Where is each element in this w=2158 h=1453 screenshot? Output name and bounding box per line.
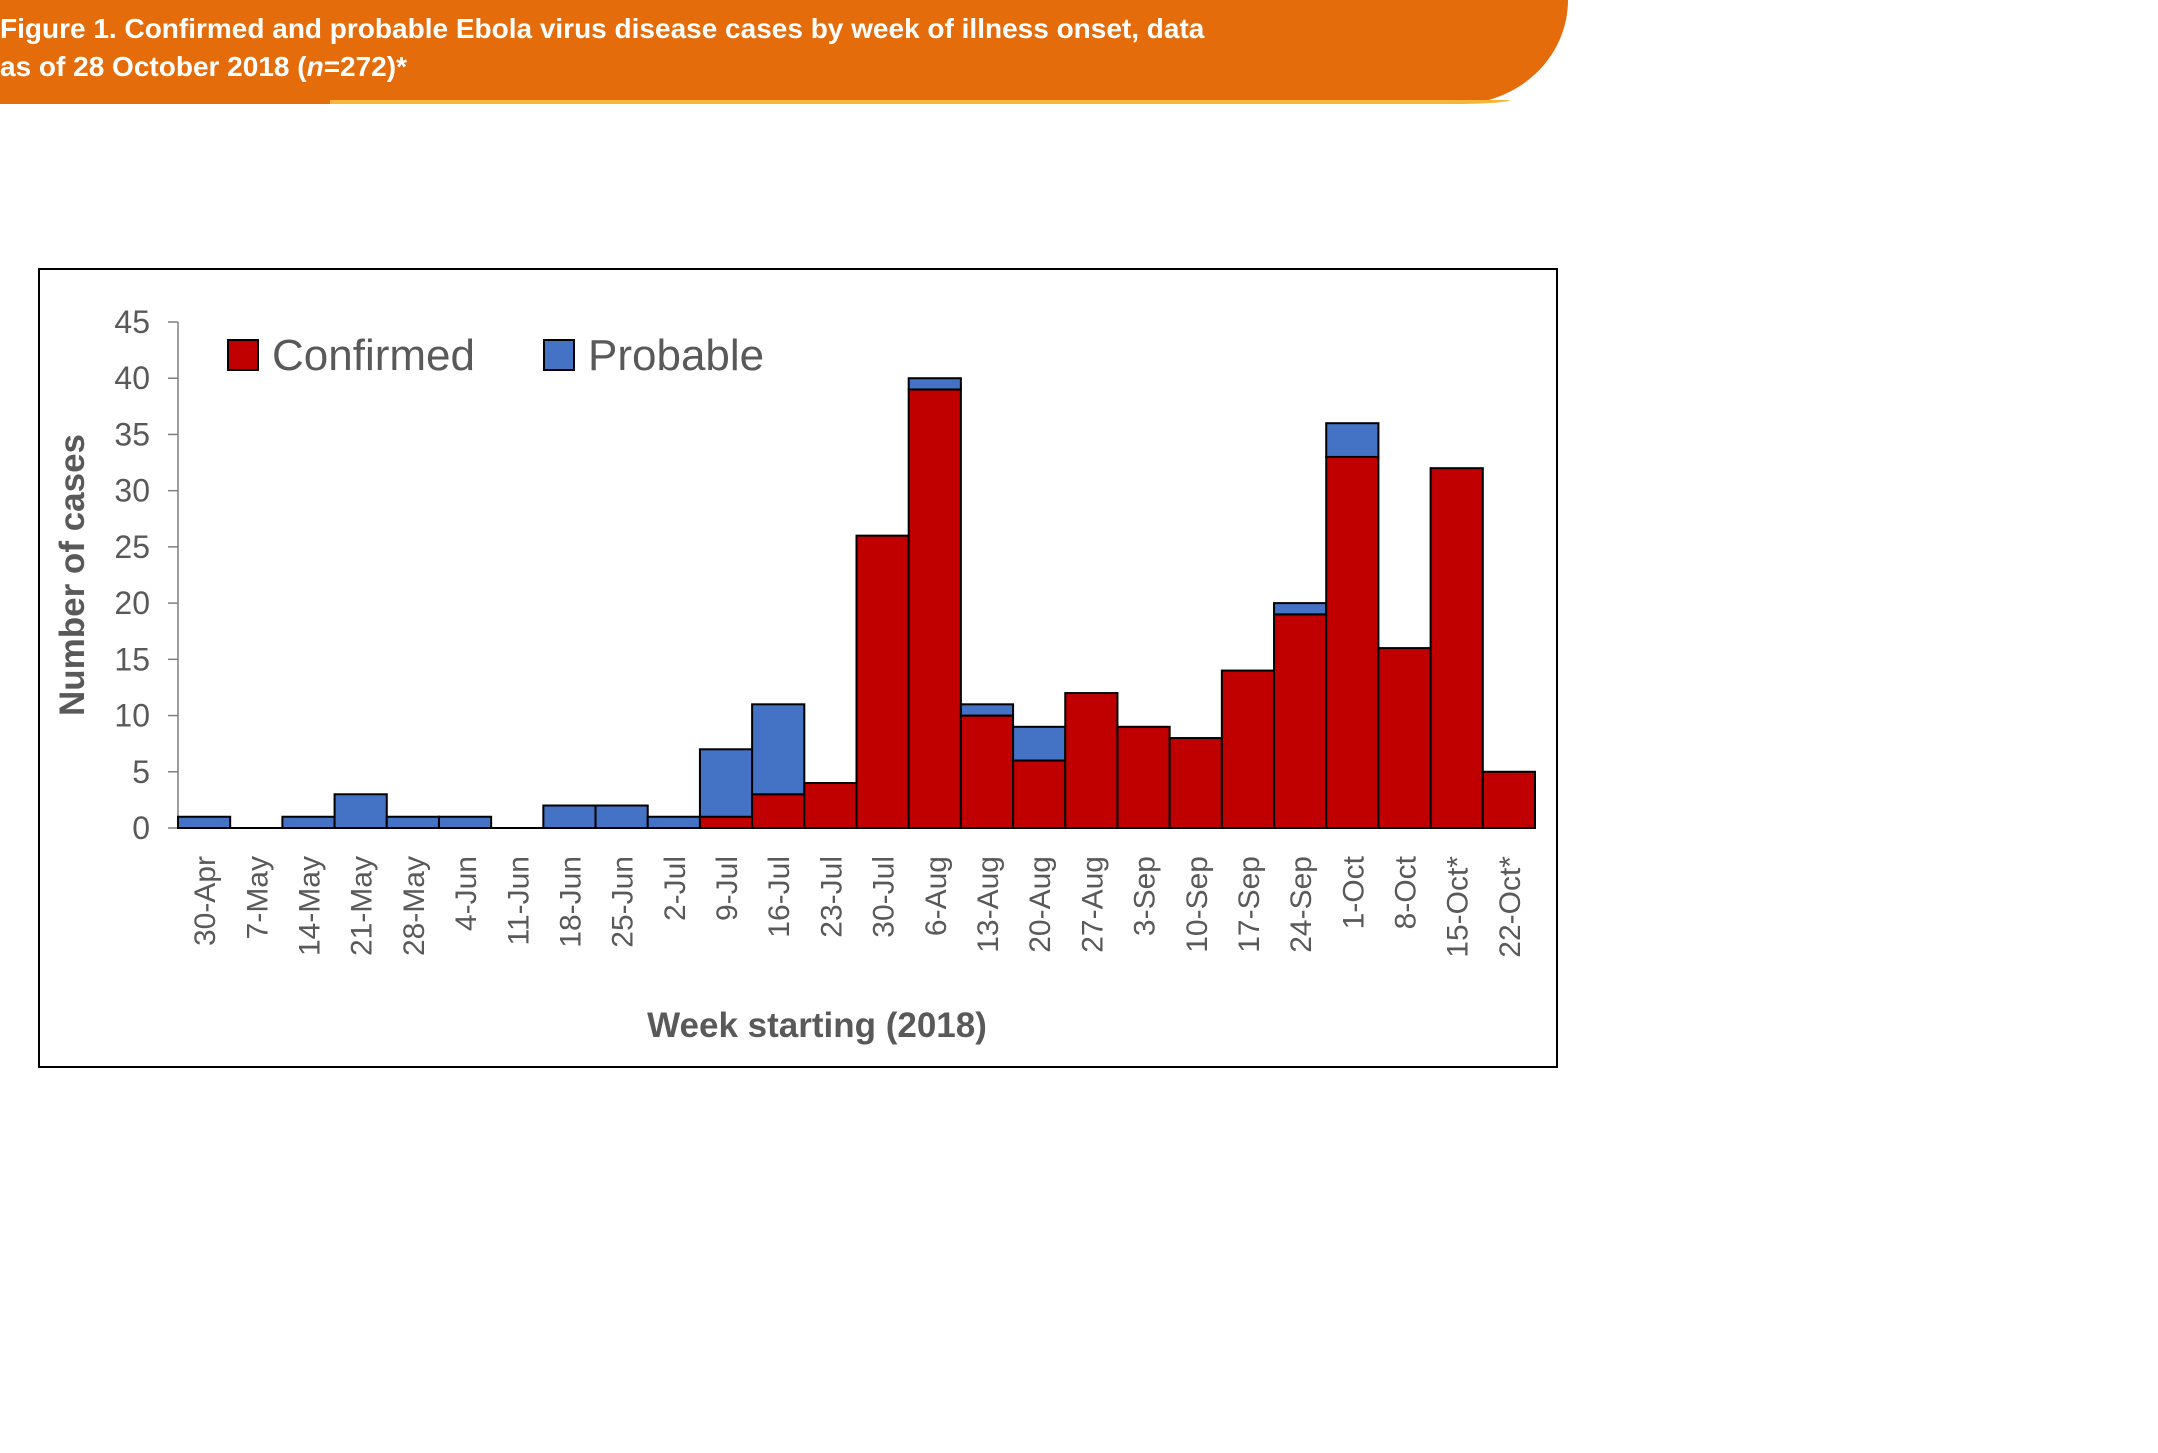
bar-probable: [1012, 725, 1067, 762]
figure-title: Figure 1. Confirmed and probable Ebola v…: [0, 10, 1480, 86]
x-tick-label: 6-Aug: [920, 856, 953, 936]
x-tick-label: 7-May: [241, 856, 274, 939]
y-tick-label: 30: [114, 473, 150, 509]
title-banner: [0, 0, 1568, 104]
bar-probable: [907, 377, 962, 391]
y-tick-label: 0: [132, 810, 150, 846]
bar-confirmed: [1325, 455, 1380, 829]
bar-confirmed: [1168, 737, 1223, 829]
x-tick-label: 27-Aug: [1076, 856, 1109, 953]
x-tick-label: 13-Aug: [972, 856, 1005, 953]
bar-probable: [385, 815, 440, 829]
bar-confirmed: [907, 388, 962, 829]
x-tick-label: 15-Oct*: [1442, 856, 1475, 958]
y-tick-label: 15: [114, 641, 150, 677]
y-tick-label: 10: [114, 698, 150, 734]
figure-title-n: n: [306, 51, 324, 82]
x-tick-label: 25-Jun: [607, 856, 640, 948]
legend: Confirmed Probable: [227, 331, 764, 380]
x-tick-label: 11-Jun: [502, 856, 535, 946]
bar-probable: [437, 815, 493, 829]
bar-confirmed: [1481, 770, 1537, 829]
x-tick-label: 2-Jul: [659, 856, 692, 921]
x-tick-label: 22-Oct*: [1494, 856, 1527, 958]
bar-confirmed: [959, 714, 1015, 829]
y-tick-label: 40: [114, 360, 150, 396]
stacked-bar-chart: 0 5 10 15 20 25 30 35 40 45 30-Apr 7-May 14-May 21-M…: [53, 304, 1537, 1045]
x-tick-label: 21-May: [346, 856, 379, 956]
bar-confirmed: [803, 782, 858, 829]
legend-swatch-confirmed: [227, 339, 259, 371]
bar-confirmed: [1220, 669, 1276, 829]
bar-probable: [751, 703, 806, 796]
x-tick-label: 1-Oct: [1337, 855, 1370, 929]
y-axis: 0 5 10 15 20 25 30 35 40 45: [114, 304, 179, 846]
x-tick-label: 9-Jul: [711, 856, 744, 921]
bar-confirmed: [855, 534, 910, 830]
legend-swatch-probable: [543, 339, 575, 371]
bar-confirmed: [698, 815, 754, 829]
figure-title-line-1: Figure 1. Confirmed and probable Ebola v…: [0, 13, 1205, 44]
bar-probable: [333, 793, 388, 829]
y-tick-label: 35: [114, 416, 150, 452]
x-tick-label: 3-Sep: [1129, 856, 1162, 936]
x-tick-label: 4-Jun: [450, 856, 483, 931]
bar-probable: [594, 804, 649, 829]
bar-confirmed: [1273, 613, 1328, 829]
legend-label-probable: Probable: [588, 331, 764, 380]
y-axis-title: Number of cases: [53, 434, 92, 716]
x-axis: 30-Apr 7-May 14-May 21-May 28-May 4-Jun 11-Jun…: [178, 827, 1535, 958]
x-tick-label: 23-Jul: [815, 856, 848, 938]
bar-probable: [1273, 602, 1328, 616]
bar-probable: [542, 804, 597, 829]
bar-confirmed: [751, 793, 806, 829]
y-tick-label: 20: [114, 585, 150, 621]
x-tick-label: 30-Jul: [868, 856, 901, 938]
y-tick-label: 5: [132, 754, 150, 790]
x-tick-label: 16-Jul: [763, 856, 796, 938]
bar-confirmed: [1116, 725, 1171, 829]
x-tick-label: 10-Sep: [1181, 856, 1214, 953]
x-tick-label: 17-Sep: [1233, 856, 1266, 953]
figure-title-suffix: =272)*: [323, 51, 407, 82]
bar-probable: [177, 815, 232, 829]
bar-confirmed: [1377, 647, 1432, 829]
x-tick-label: 18-Jun: [554, 856, 587, 948]
bar-confirmed: [1012, 759, 1067, 829]
banner-accent-line: [330, 100, 1510, 104]
bar-probable: [646, 815, 701, 829]
y-tick-label: 45: [114, 304, 150, 340]
x-tick-label: 28-May: [398, 856, 431, 956]
chart-frame: [38, 268, 1558, 1068]
bar-probable: [959, 703, 1015, 717]
x-tick-label: 30-Apr: [189, 856, 222, 946]
bar-confirmed: [1429, 467, 1484, 829]
legend-label-confirmed: Confirmed: [272, 331, 475, 380]
bar-probable: [281, 815, 336, 829]
y-tick-label: 25: [114, 529, 150, 565]
x-tick-label: 8-Oct: [1390, 855, 1423, 929]
figure-title-prefix: as of 28 October 2018 (: [0, 51, 307, 82]
x-axis-title: Week starting (2018): [647, 1006, 987, 1045]
bar-probable: [698, 748, 754, 818]
bars: [177, 377, 1537, 830]
bar-confirmed: [1064, 692, 1119, 829]
x-tick-label: 20-Aug: [1024, 856, 1057, 953]
x-tick-label: 14-May: [293, 856, 326, 956]
x-tick-label: 24-Sep: [1285, 856, 1318, 953]
bar-probable: [1325, 422, 1380, 458]
figure-title-line-2: as of 28 October 2018 (n=272)*: [0, 48, 1480, 86]
